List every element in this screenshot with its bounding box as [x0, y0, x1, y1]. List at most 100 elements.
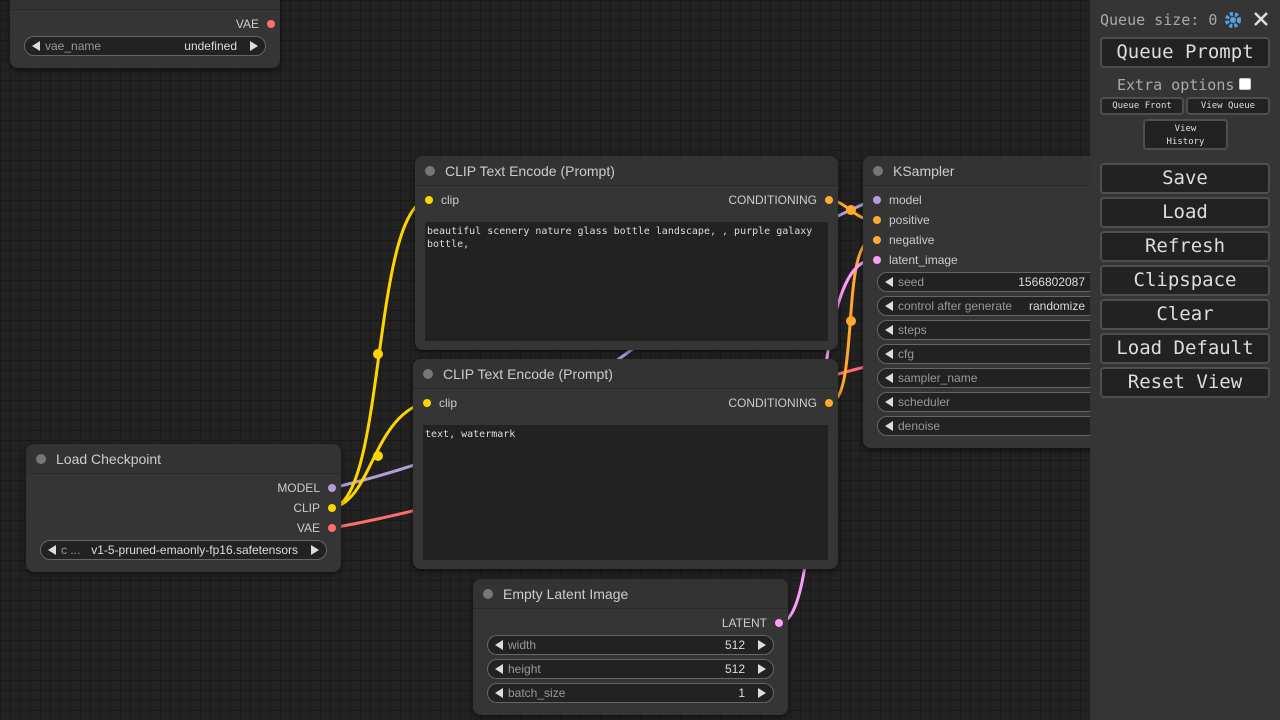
widget[interactable]: denoise [877, 416, 1114, 436]
input-slot[interactable]: negative [873, 233, 934, 247]
node-title [10, 0, 280, 10]
increment-arrow[interactable] [311, 545, 319, 555]
slot-dot [873, 196, 881, 204]
widget-value: randomize [1028, 299, 1085, 313]
menu-button[interactable]: Load [1100, 197, 1270, 228]
slot-dot [423, 399, 431, 407]
menu-button[interactable]: Reset View [1100, 367, 1270, 398]
close-icon[interactable] [1253, 11, 1269, 27]
node-collapse-dot[interactable] [425, 166, 435, 176]
menu-button[interactable]: Load Default [1100, 333, 1270, 364]
decrement-arrow[interactable] [885, 325, 893, 335]
decrement-arrow[interactable] [885, 373, 893, 383]
decrement-arrow[interactable] [885, 301, 893, 311]
decrement-arrow[interactable] [48, 545, 56, 555]
widget[interactable]: c ... v1-5-pruned-emaonly-fp16.safetensor… [40, 540, 327, 560]
decrement-arrow[interactable] [885, 421, 893, 431]
queue-front-button[interactable]: Queue Front [1100, 97, 1184, 115]
output-slot[interactable]: MODEL [277, 481, 336, 495]
widget-value: 1566802087 [1018, 275, 1085, 289]
node-title: KSampler [863, 156, 1128, 186]
increment-arrow[interactable] [758, 688, 766, 698]
widget[interactable]: width 512 [487, 635, 774, 655]
input-slot[interactable]: clip [423, 396, 457, 410]
widget[interactable]: control after generate randomize [877, 296, 1114, 316]
widget[interactable]: cfg [877, 344, 1114, 364]
widget[interactable]: sampler_name [877, 368, 1114, 388]
widget-label: batch_size [508, 686, 566, 700]
increment-arrow[interactable] [250, 41, 258, 51]
slot-label: MODEL [277, 481, 320, 495]
widget[interactable]: scheduler [877, 392, 1114, 412]
node-collapse-dot[interactable] [36, 454, 46, 464]
menu-button[interactable]: Clipspace [1100, 265, 1270, 296]
node-title: CLIP Text Encode (Prompt) [415, 156, 838, 186]
slot-label: CLIP [293, 501, 320, 515]
node-title-text: Load Checkpoint [56, 451, 162, 467]
prompt-textarea[interactable]: text, watermark [423, 425, 828, 560]
widget-value: 512 [724, 662, 745, 676]
increment-arrow[interactable] [758, 664, 766, 674]
view-history-button[interactable]: View History [1143, 119, 1228, 150]
menu-button[interactable]: Clear [1100, 299, 1270, 330]
widget[interactable]: batch_size 1 [487, 683, 774, 703]
widget-label: cfg [898, 347, 915, 361]
widget[interactable]: height 512 [487, 659, 774, 679]
decrement-arrow[interactable] [885, 277, 893, 287]
node: Empty Latent Image LATENT width 512 height 51… [473, 579, 788, 715]
input-slot[interactable]: positive [873, 213, 930, 227]
node-collapse-dot[interactable] [873, 166, 883, 176]
widget-label: sampler_name [898, 371, 978, 385]
view-queue-button[interactable]: View Queue [1186, 97, 1270, 115]
node-title: Load Checkpoint [26, 444, 341, 474]
output-slot[interactable]: VAE [236, 17, 275, 31]
clip-wire [331, 401, 424, 510]
widget[interactable]: steps [877, 320, 1114, 340]
slot-dot [425, 196, 433, 204]
widget[interactable]: vae_name undefined [24, 36, 266, 56]
menu-button[interactable]: Save [1100, 163, 1270, 194]
slot-label: model [889, 193, 922, 207]
queue-prompt-button[interactable]: Queue Prompt [1100, 37, 1270, 68]
node-collapse-dot[interactable] [423, 369, 433, 379]
node: CLIP Text Encode (Prompt) clip CONDITIONIN… [413, 359, 838, 569]
output-slot[interactable]: CONDITIONING [728, 193, 833, 207]
settings-icon[interactable] [1223, 10, 1243, 30]
widget-label: seed [898, 275, 925, 289]
input-slot[interactable]: clip [425, 193, 459, 207]
widget-label: control after generate [898, 299, 1013, 313]
decrement-arrow[interactable] [495, 688, 503, 698]
output-slot[interactable]: CONDITIONING [728, 396, 833, 410]
decrement-arrow[interactable] [885, 397, 893, 407]
slot-dot [267, 20, 275, 28]
decrement-arrow[interactable] [495, 640, 503, 650]
prompt-textarea[interactable]: beautiful scenery nature glass bottle la… [425, 222, 828, 341]
slot-dot [873, 216, 881, 224]
slot-label: VAE [296, 521, 320, 535]
decrement-arrow[interactable] [885, 349, 893, 359]
node-title-text: KSampler [893, 163, 955, 179]
extra-options-checkbox[interactable] [1239, 78, 1251, 90]
increment-arrow[interactable] [758, 640, 766, 650]
widget-label: denoise [898, 419, 941, 433]
widget-value: undefined [184, 39, 237, 53]
slot-label: positive [889, 213, 930, 227]
widget[interactable]: seed 1566802087 [877, 272, 1114, 292]
decrement-arrow[interactable] [32, 41, 40, 51]
menu-button[interactable]: Refresh [1100, 231, 1270, 262]
widget-value: 1 [738, 686, 745, 700]
output-slot[interactable]: CLIP [293, 501, 336, 515]
widget-label: vae_name [45, 39, 102, 53]
node-collapse-dot[interactable] [483, 589, 493, 599]
output-slot[interactable]: VAE [297, 521, 336, 535]
widget-label: steps [898, 323, 927, 337]
node-title-text: Empty Latent Image [503, 586, 629, 602]
node: KSampler model positive negative latent_imag… [863, 156, 1128, 448]
input-slot[interactable]: latent_image [873, 253, 958, 267]
slot-label: clip [439, 396, 458, 410]
output-slot[interactable]: LATENT [722, 616, 783, 630]
decrement-arrow[interactable] [495, 664, 503, 674]
input-slot[interactable]: model [873, 193, 922, 207]
slot-label: latent_image [889, 253, 958, 267]
